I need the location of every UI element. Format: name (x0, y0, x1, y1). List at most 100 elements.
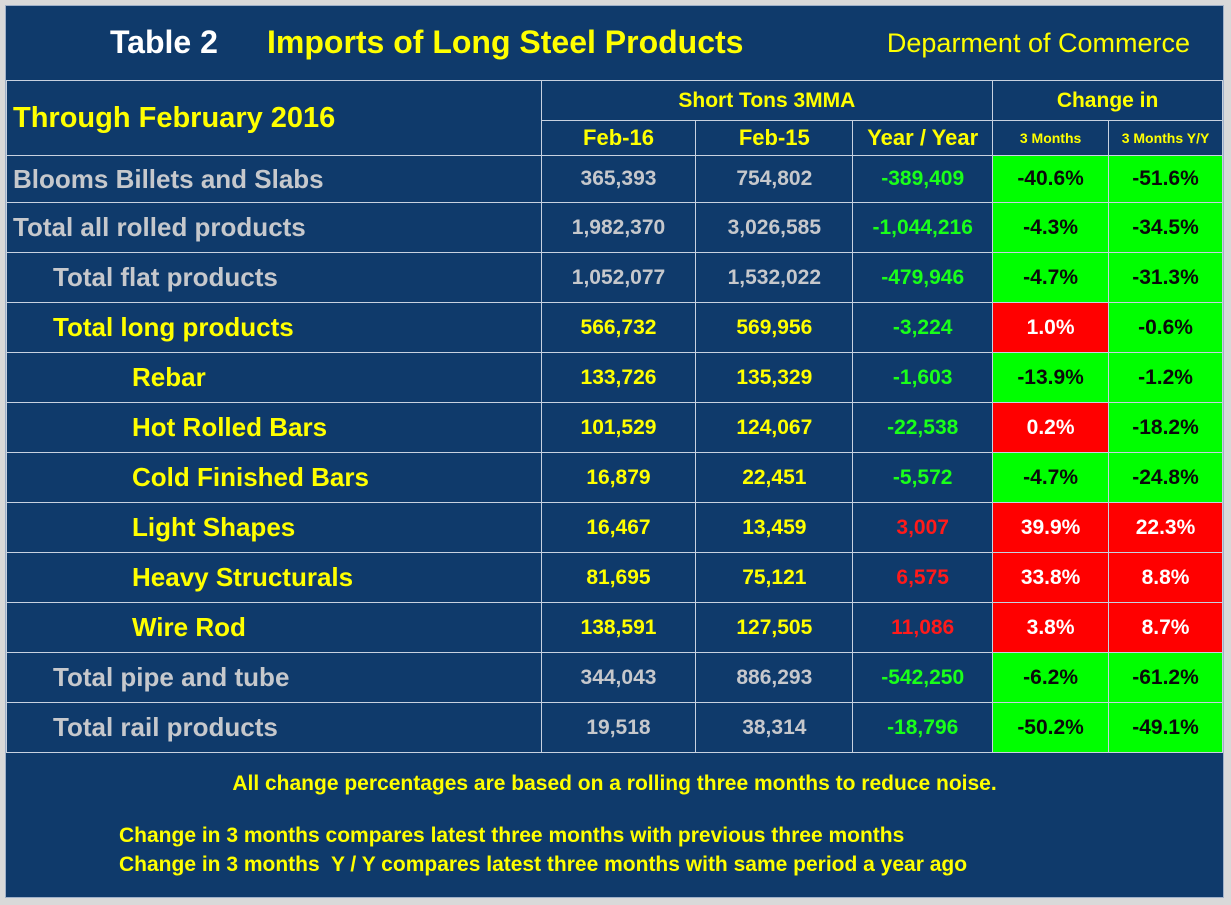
source-label: Deparment of Commerce (886, 28, 1190, 58)
col-header-3-months-yy: 3 Months Y/Y (1108, 120, 1223, 156)
table-frame: Table 2 Imports of Long Steel Products D… (5, 5, 1224, 898)
feb15-value: 3,026,585 (695, 202, 854, 253)
table-row: Hot Rolled Bars 101,529 124,067 -22,538 … (6, 402, 1223, 453)
feb16-value: 138,591 (540, 602, 697, 653)
row-label: Total long products (6, 302, 542, 353)
imports-table: Through February 2016 Short Tons 3MMA Ch… (6, 80, 1223, 753)
table-title: Imports of Long Steel Products (267, 24, 744, 60)
change-3m-value: 33.8% (992, 552, 1110, 603)
year-year-value: -389,409 (852, 155, 994, 203)
change-3m-yy-value: -49.1% (1108, 702, 1223, 753)
change-3m-yy-value: 8.7% (1108, 602, 1223, 653)
col-header-3-months: 3 Months (992, 120, 1110, 156)
feb15-value: 886,293 (695, 652, 854, 703)
table-row: Total flat products 1,052,077 1,532,022 … (6, 252, 1223, 303)
change-3m-value: 0.2% (992, 402, 1110, 453)
feb15-value: 569,956 (695, 302, 854, 353)
row-label: Total all rolled products (6, 202, 542, 253)
change-3m-value: -4.7% (992, 452, 1110, 503)
row-label: Wire Rod (6, 602, 542, 653)
note-rolling: All change percentages are based on a ro… (232, 772, 997, 795)
feb16-value: 365,393 (540, 155, 697, 203)
feb15-value: 22,451 (695, 452, 854, 503)
year-year-value: 6,575 (852, 552, 994, 603)
feb15-value: 13,459 (695, 502, 854, 553)
year-year-value: -22,538 (852, 402, 994, 453)
feb15-value: 1,532,022 (695, 252, 854, 303)
feb15-value: 124,067 (695, 402, 854, 453)
feb16-value: 133,726 (540, 352, 697, 403)
change-3m-value: 1.0% (992, 302, 1110, 353)
change-3m-value: 3.8% (992, 602, 1110, 653)
change-group-header: Change in (992, 80, 1223, 121)
year-year-value: -542,250 (852, 652, 994, 703)
change-3m-value: -50.2% (992, 702, 1110, 753)
feb16-value: 344,043 (540, 652, 697, 703)
change-3m-value: -6.2% (992, 652, 1110, 703)
change-3m-yy-value: -24.8% (1108, 452, 1223, 503)
row-label: Hot Rolled Bars (6, 402, 542, 453)
change-3m-value: -13.9% (992, 352, 1110, 403)
row-label: Rebar (6, 352, 542, 403)
period-header: Through February 2016 (6, 80, 542, 156)
title-bar: Table 2 Imports of Long Steel Products D… (6, 6, 1223, 81)
table-row: Light Shapes 16,467 13,459 3,007 39.9% 2… (6, 502, 1223, 553)
feb15-value: 38,314 (695, 702, 854, 753)
feb16-value: 1,982,370 (540, 202, 697, 253)
row-label: Light Shapes (6, 502, 542, 553)
change-3m-yy-value: -0.6% (1108, 302, 1223, 353)
change-3m-yy-value: -34.5% (1108, 202, 1223, 253)
col-header-feb15: Feb-15 (695, 120, 854, 156)
col-header-year-year: Year / Year (852, 120, 994, 156)
feb16-value: 16,879 (540, 452, 697, 503)
table-row: Total all rolled products 1,982,370 3,02… (6, 202, 1223, 253)
change-3m-value: -4.7% (992, 252, 1110, 303)
row-label: Total pipe and tube (6, 652, 542, 703)
change-3m-yy-value: 8.8% (1108, 552, 1223, 603)
year-year-value: -18,796 (852, 702, 994, 753)
change-3m-value: 39.9% (992, 502, 1110, 553)
year-year-value: -479,946 (852, 252, 994, 303)
table-row: Wire Rod 138,591 127,505 11,086 3.8% 8.7… (6, 602, 1223, 653)
change-3m-value: -40.6% (992, 155, 1110, 203)
row-label: Total rail products (6, 702, 542, 753)
table-row: Rebar 133,726 135,329 -1,603 -13.9% -1.2… (6, 352, 1223, 403)
feb16-value: 566,732 (540, 302, 697, 353)
feb16-value: 81,695 (540, 552, 697, 603)
row-label: Cold Finished Bars (6, 452, 542, 503)
change-3m-yy-value: -31.3% (1108, 252, 1223, 303)
change-3m-yy-value: 22.3% (1108, 502, 1223, 553)
change-3m-yy-value: -1.2% (1108, 352, 1223, 403)
feb16-value: 19,518 (540, 702, 697, 753)
tons-group-header: Short Tons 3MMA (540, 80, 994, 121)
feb16-value: 16,467 (540, 502, 697, 553)
table-row: Total pipe and tube 344,043 886,293 -542… (6, 652, 1223, 703)
col-header-feb16: Feb-16 (540, 120, 697, 156)
table-row: Heavy Structurals 81,695 75,121 6,575 33… (6, 552, 1223, 603)
feb15-value: 127,505 (695, 602, 854, 653)
row-label: Total flat products (6, 252, 542, 303)
change-3m-yy-value: -61.2% (1108, 652, 1223, 703)
change-3m-value: -4.3% (992, 202, 1110, 253)
feb15-value: 754,802 (695, 155, 854, 203)
year-year-value: 11,086 (852, 602, 994, 653)
change-3m-yy-value: -18.2% (1108, 402, 1223, 453)
year-year-value: -5,572 (852, 452, 994, 503)
table-row: Cold Finished Bars 16,879 22,451 -5,572 … (6, 452, 1223, 503)
row-label: Blooms Billets and Slabs (6, 155, 542, 203)
year-year-value: -3,224 (852, 302, 994, 353)
feb15-value: 135,329 (695, 352, 854, 403)
feb15-value: 75,121 (695, 552, 854, 603)
feb16-value: 101,529 (540, 402, 697, 453)
table-label: Table 2 (110, 24, 218, 60)
table-row: Total rail products 19,518 38,314 -18,79… (6, 702, 1223, 753)
note-three-months: Change in 3 months compares latest three… (119, 824, 905, 847)
year-year-value: -1,603 (852, 352, 994, 403)
table-row: Blooms Billets and Slabs 365,393 754,802… (6, 155, 1223, 203)
table-row: Total long products 566,732 569,956 -3,2… (6, 302, 1223, 353)
note-three-months-yy: Change in 3 months Y / Y compares latest… (119, 853, 968, 876)
row-label: Heavy Structurals (6, 552, 542, 603)
year-year-value: -1,044,216 (852, 202, 994, 253)
year-year-value: 3,007 (852, 502, 994, 553)
change-3m-yy-value: -51.6% (1108, 155, 1223, 203)
